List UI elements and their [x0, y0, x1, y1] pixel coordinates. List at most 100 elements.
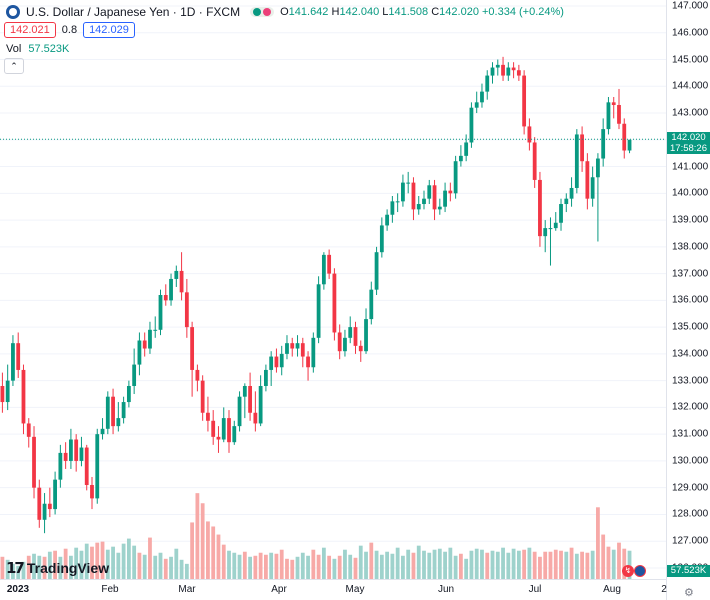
price-tick-label: 136.000	[672, 294, 709, 306]
candle-body	[121, 402, 126, 419]
price-tick-label: 146.000	[672, 27, 709, 39]
volume-bar	[11, 563, 15, 579]
dividend-event-icon[interactable]: ↯	[622, 565, 634, 577]
volume-bar	[538, 556, 542, 579]
volume-bar	[26, 555, 31, 579]
candle	[337, 324, 342, 360]
volume-label: Vol	[6, 43, 22, 55]
candle-body	[5, 380, 10, 403]
volume-bar	[379, 554, 384, 579]
volume-bar	[253, 555, 258, 579]
symbol-legend[interactable]: U.S. Dollar / Japanese Yen · 1D · FXCM O…	[6, 4, 564, 20]
sell-button[interactable]: 142.021	[4, 22, 56, 38]
candle-body	[469, 107, 474, 143]
volume-bars	[0, 493, 632, 579]
candle-body	[32, 436, 36, 488]
candle	[84, 444, 89, 491]
volume-bar	[258, 552, 263, 579]
volume-bar	[105, 549, 110, 579]
buy-button[interactable]: 142.029	[83, 22, 135, 38]
volume-bar	[543, 551, 548, 579]
volume-bar	[522, 549, 527, 579]
market-status-indicator[interactable]	[250, 7, 275, 17]
candle	[411, 177, 416, 221]
current-price-tag: 142.020 17:58:26	[667, 132, 710, 154]
volume-bar	[116, 552, 121, 579]
candle-body	[79, 447, 84, 461]
volume-bar	[211, 526, 216, 579]
volume-bar	[627, 550, 632, 579]
candle	[358, 340, 363, 362]
symbol-title[interactable]: U.S. Dollar / Japanese Yen · 1D · FXCM	[26, 5, 241, 19]
candle	[522, 70, 527, 135]
volume-bar	[306, 555, 310, 579]
candle-body	[200, 380, 205, 413]
candle-body	[184, 292, 189, 328]
volume-bar	[63, 548, 68, 579]
time-tick-label: Aug	[603, 584, 621, 595]
candle-body	[53, 479, 57, 510]
volume-bar	[21, 561, 26, 579]
volume-bar	[364, 551, 368, 579]
volume-bar	[184, 563, 189, 579]
volume-bar	[511, 548, 516, 579]
chevron-up-icon[interactable]: ⌃	[4, 58, 24, 74]
volume-bar	[480, 549, 484, 579]
candle	[74, 434, 79, 472]
volume-bar	[5, 559, 10, 579]
candle-body	[295, 343, 300, 349]
price-tick-label: 137.000	[672, 268, 709, 280]
candle-body	[559, 204, 563, 223]
candle-body	[427, 185, 432, 199]
candle-body	[506, 67, 511, 76]
candle-body	[74, 439, 79, 461]
candle	[258, 375, 263, 427]
candle-body	[258, 385, 263, 424]
volume-bar	[559, 550, 563, 579]
candle	[126, 380, 131, 408]
volume-bar	[343, 549, 347, 579]
candle	[416, 195, 421, 215]
candle	[453, 155, 458, 199]
volume-bar	[448, 547, 453, 579]
volume-bar	[174, 548, 179, 579]
price-tick-label: 139.000	[672, 214, 709, 226]
tradingview-logo[interactable]: 17 TradingView	[6, 559, 109, 577]
candle	[364, 308, 368, 354]
candle-body	[69, 439, 73, 461]
candle-body	[84, 447, 89, 486]
candle-body	[501, 64, 505, 76]
candle-body	[221, 418, 226, 440]
price-tick-label: 135.000	[672, 321, 709, 333]
volume-bar	[111, 546, 115, 579]
candle	[200, 375, 205, 421]
time-tick-label: Jun	[437, 584, 455, 595]
candle-body	[21, 369, 26, 424]
candle	[105, 391, 110, 435]
candle-body	[374, 252, 379, 290]
time-tick-label: Mar	[178, 584, 196, 595]
candle-body	[111, 396, 115, 427]
candle	[132, 348, 137, 395]
volume-bar	[358, 545, 363, 579]
candle-body	[548, 228, 553, 230]
volume-bar	[0, 556, 5, 579]
volume-legend[interactable]: Vol 57.523K	[6, 43, 69, 55]
candle	[121, 396, 126, 424]
gear-icon[interactable]: ⚙	[684, 587, 694, 599]
candle-body	[627, 139, 632, 151]
candle-body	[564, 198, 569, 205]
volume-bar	[411, 552, 416, 579]
candle	[422, 190, 426, 210]
price-tick-label: 127.000	[672, 535, 709, 547]
volume-bar	[158, 552, 163, 579]
candle	[353, 321, 358, 354]
candle	[448, 182, 453, 202]
price-tick-label: 134.000	[672, 348, 709, 360]
candle-body	[269, 356, 274, 370]
price-tick-label: 141.000	[672, 161, 709, 173]
volume-bar	[406, 549, 411, 579]
candle	[559, 198, 563, 231]
us-flag-event-icon[interactable]	[634, 565, 646, 577]
